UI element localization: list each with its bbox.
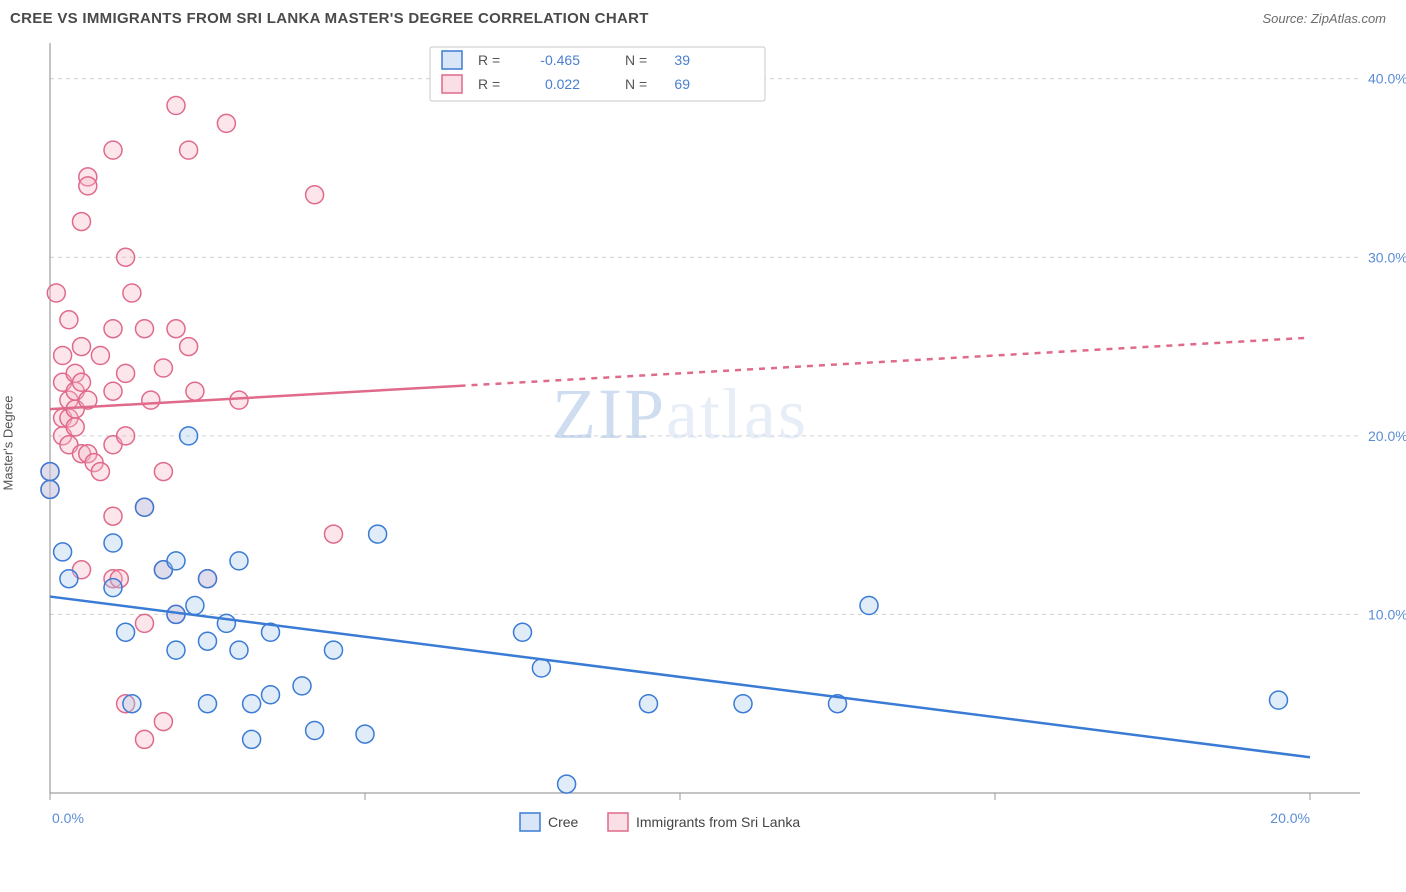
svg-text:20.0%: 20.0% <box>1270 810 1310 826</box>
svg-text:N =: N = <box>625 76 647 92</box>
scatter-point <box>104 320 122 338</box>
svg-text:R =: R = <box>478 76 500 92</box>
scatter-point <box>262 686 280 704</box>
scatter-point <box>54 543 72 561</box>
scatter-point <box>123 695 141 713</box>
scatter-point <box>1270 691 1288 709</box>
svg-text:N =: N = <box>625 52 647 68</box>
scatter-point <box>217 114 235 132</box>
scatter-point <box>60 311 78 329</box>
scatter-point <box>186 597 204 615</box>
scatter-point <box>123 284 141 302</box>
legend-label: Cree <box>548 814 579 830</box>
scatter-point <box>117 248 135 266</box>
scatter-point <box>532 659 550 677</box>
scatter-point <box>91 347 109 365</box>
legend-swatch <box>442 75 462 93</box>
scatter-point <box>180 427 198 445</box>
scatter-point <box>243 695 261 713</box>
scatter-point <box>369 525 387 543</box>
scatter-point <box>325 641 343 659</box>
scatter-point <box>230 391 248 409</box>
svg-text:30.0%: 30.0% <box>1368 249 1406 265</box>
scatter-point <box>154 713 172 731</box>
scatter-point <box>167 641 185 659</box>
scatter-point <box>104 534 122 552</box>
scatter-point <box>117 364 135 382</box>
scatter-point <box>104 141 122 159</box>
scatter-point <box>293 677 311 695</box>
scatter-point <box>66 418 84 436</box>
scatter-point <box>117 427 135 445</box>
scatter-point <box>167 320 185 338</box>
y-axis-label: Master's Degree <box>1 396 16 491</box>
scatter-point <box>136 498 154 516</box>
scatter-point <box>199 632 217 650</box>
scatter-point <box>186 382 204 400</box>
scatter-point <box>356 725 374 743</box>
scatter-point <box>734 695 752 713</box>
scatter-point <box>60 570 78 588</box>
scatter-point <box>154 463 172 481</box>
source-credit: Source: ZipAtlas.com <box>1262 11 1386 26</box>
legend-swatch <box>608 813 628 831</box>
svg-text:40.0%: 40.0% <box>1368 71 1406 87</box>
scatter-point <box>306 186 324 204</box>
svg-text:69: 69 <box>674 76 690 92</box>
scatter-point <box>136 730 154 748</box>
scatter-point <box>54 347 72 365</box>
scatter-point <box>180 141 198 159</box>
scatter-point <box>73 373 91 391</box>
scatter-point <box>142 391 160 409</box>
scatter-point <box>325 525 343 543</box>
scatter-point <box>860 597 878 615</box>
svg-text:39: 39 <box>674 52 690 68</box>
scatter-point <box>73 213 91 231</box>
scatter-point <box>180 338 198 356</box>
scatter-point <box>41 463 59 481</box>
scatter-point <box>47 284 65 302</box>
legend-swatch <box>520 813 540 831</box>
svg-text:0.022: 0.022 <box>545 76 580 92</box>
scatter-point <box>514 623 532 641</box>
scatter-point <box>104 579 122 597</box>
scatter-point <box>230 641 248 659</box>
scatter-point <box>136 320 154 338</box>
scatter-point <box>199 570 217 588</box>
scatter-point <box>104 382 122 400</box>
svg-text:0.0%: 0.0% <box>52 810 84 826</box>
svg-text:R =: R = <box>478 52 500 68</box>
scatter-point <box>79 177 97 195</box>
trend-line <box>50 597 1310 758</box>
scatter-point <box>306 722 324 740</box>
scatter-point <box>199 695 217 713</box>
correlation-chart: Master's Degree 10.0% 20.0% 30.0% 40.0% 0.0%… <box>0 33 1406 853</box>
scatter-point <box>167 97 185 115</box>
svg-text:20.0%: 20.0% <box>1368 428 1406 444</box>
scatter-point <box>104 507 122 525</box>
scatter-point <box>91 463 109 481</box>
legend-label: Immigrants from Sri Lanka <box>636 814 800 830</box>
scatter-point <box>243 730 261 748</box>
scatter-point <box>558 775 576 793</box>
scatter-point <box>167 552 185 570</box>
scatter-point <box>640 695 658 713</box>
page-title: CREE VS IMMIGRANTS FROM SRI LANKA MASTER… <box>10 10 649 27</box>
scatter-point <box>117 623 135 641</box>
legend-swatch <box>442 51 462 69</box>
scatter-point <box>136 614 154 632</box>
svg-text:-0.465: -0.465 <box>540 52 580 68</box>
svg-text:10.0%: 10.0% <box>1368 606 1406 622</box>
scatter-point <box>230 552 248 570</box>
scatter-point <box>73 338 91 356</box>
svg-text:ZIPatlas: ZIPatlas <box>552 374 808 454</box>
scatter-point <box>154 359 172 377</box>
scatter-point <box>41 480 59 498</box>
